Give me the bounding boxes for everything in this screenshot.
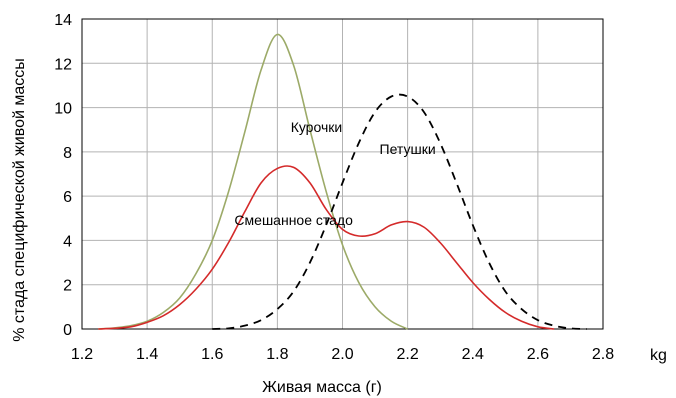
plot-frame <box>81 18 604 330</box>
x-unit-label: kg <box>650 347 667 364</box>
tick-labels: 1.2 1.4 1.6 1.8 2.0 2.2 2.4 2.6 2.8 0 2 4 6 8 10 12 14 <box>54 12 614 363</box>
annotations: Курочки Петушки Смешанное стадо <box>234 119 435 228</box>
series-line-hens <box>98 33 408 330</box>
y-tick-label: 6 <box>63 189 72 206</box>
x-tick-label: 2.0 <box>331 346 353 363</box>
y-tick-label: 14 <box>54 12 72 29</box>
x-tick-label: 1.8 <box>266 346 288 363</box>
x-tick-label: 2.2 <box>397 346 419 363</box>
series-layer <box>98 33 587 330</box>
x-tick-label: 2.8 <box>592 346 614 363</box>
y-tick-label: 8 <box>63 145 72 162</box>
x-axis-title: Живая масса (г) <box>262 379 382 396</box>
y-tick-label: 4 <box>63 233 72 250</box>
y-tick-label: 12 <box>54 56 72 73</box>
y-tick-label: 0 <box>63 322 72 339</box>
x-tick-label: 1.2 <box>71 346 93 363</box>
x-tick-label: 2.4 <box>462 346 484 363</box>
y-tick-label: 10 <box>54 101 72 118</box>
x-tick-label: 2.6 <box>527 346 549 363</box>
grid <box>81 18 604 330</box>
y-axis-title: % стада специфической живой массы <box>11 58 28 342</box>
series-annotation: Петушки <box>380 141 436 157</box>
series-annotation: Курочки <box>291 119 343 135</box>
series-line-mixed-flock <box>98 165 555 330</box>
series-line-cockerels <box>212 93 587 330</box>
x-tick-label: 1.6 <box>201 346 223 363</box>
y-tick-label: 2 <box>63 278 72 295</box>
x-tick-label: 1.4 <box>136 346 158 363</box>
series-annotation: Смешанное стадо <box>234 212 353 228</box>
